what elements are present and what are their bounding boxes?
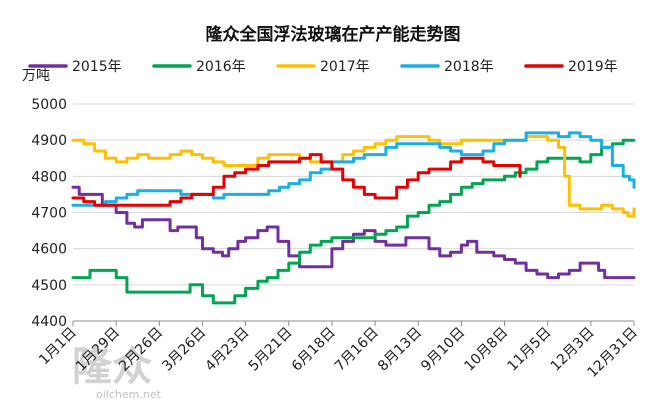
- x-tick-label: 8月13日: [375, 325, 425, 375]
- legend-item: 2015年: [28, 59, 122, 75]
- legend-item: 2017年: [276, 59, 370, 75]
- x-tick-label: 6月18日: [289, 325, 339, 375]
- legend-item: 2018年: [400, 59, 494, 75]
- series-line-2017年: [71, 135, 636, 218]
- y-axis-unit: 万吨: [22, 68, 50, 84]
- series-layer: [71, 131, 636, 305]
- x-tick-label: 3月26日: [159, 325, 209, 375]
- y-tick-label: 4800: [31, 169, 67, 185]
- legend-label: 2017年: [320, 59, 370, 75]
- chart-title: 隆众全国浮法玻璃在产产能走势图: [206, 24, 461, 45]
- series-line-2015年: [71, 185, 636, 280]
- series-line-2016年: [71, 138, 636, 305]
- grid-lines: [73, 103, 634, 286]
- y-tick-label: 4700: [31, 206, 67, 222]
- series-line-2019年: [71, 153, 522, 207]
- y-tick-label: 4600: [31, 242, 67, 258]
- y-tick-label: 4500: [31, 278, 67, 294]
- legend-item: 2016年: [152, 59, 246, 75]
- y-tick-label: 4400: [31, 314, 67, 330]
- y-axis: 4400 4500 4600 4700 4800 4900 5000: [31, 97, 67, 330]
- watermark-url: oilchem.net: [96, 388, 162, 401]
- watermark-logo-text: 隆众: [72, 344, 152, 390]
- x-tick-label: 10月8日: [461, 325, 511, 375]
- x-tick-label: 9月10日: [418, 325, 468, 375]
- series-line-2018年: [71, 131, 636, 207]
- legend-label: 2016年: [196, 59, 246, 75]
- legend-label: 2018年: [444, 59, 494, 75]
- legend-label: 2019年: [568, 59, 618, 75]
- x-tick-label: 4月23日: [202, 325, 252, 375]
- legend: 2015年 2016年 2017年 2018年 2019年: [28, 59, 618, 75]
- y-tick-label: 4900: [31, 133, 67, 149]
- x-tick-label: 5月21日: [246, 325, 296, 375]
- legend-item: 2019年: [524, 59, 618, 75]
- y-tick-label: 5000: [31, 97, 67, 113]
- x-tick-label: 7月16日: [332, 325, 382, 375]
- watermark: 隆众 oilchem.net: [72, 344, 162, 401]
- x-tick-label: 11月5日: [505, 325, 555, 375]
- legend-label: 2015年: [72, 59, 122, 75]
